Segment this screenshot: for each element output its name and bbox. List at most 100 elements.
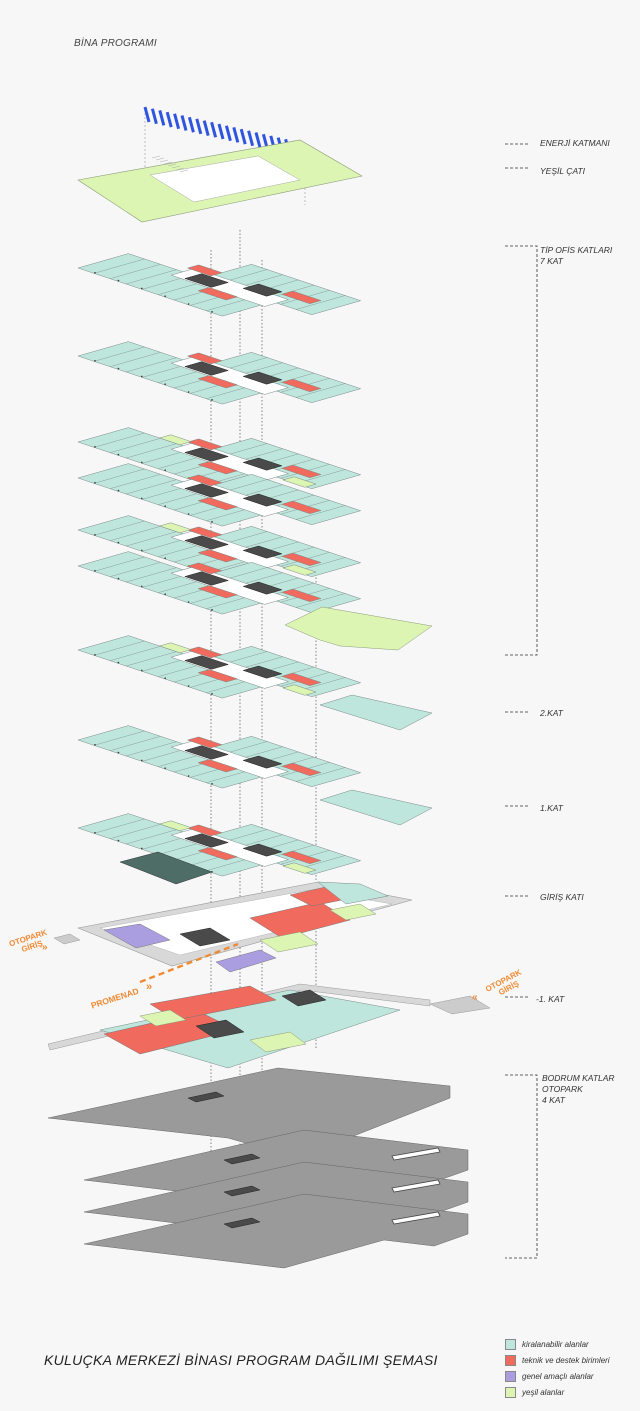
roof-stair-line <box>179 169 189 173</box>
solar-panel-strip <box>210 121 218 138</box>
column-dot <box>141 669 143 672</box>
technical-unit <box>197 549 239 563</box>
green-roof <box>77 139 363 223</box>
level-label-office-line1: TİP OFİS KATLARI <box>540 245 613 255</box>
level-label-ground: GİRİŞ KATI <box>540 892 584 902</box>
column-dot <box>94 832 96 834</box>
promenade-path <box>139 942 239 984</box>
column-dot <box>141 287 143 290</box>
technical-unit <box>280 290 322 304</box>
service-core <box>184 447 230 462</box>
office-grid-line <box>110 824 161 839</box>
column-dot <box>117 367 120 370</box>
office-grid-line <box>296 295 346 310</box>
technical-unit <box>197 669 239 683</box>
roof-stair-line <box>171 165 181 169</box>
column-dot <box>187 685 190 687</box>
service-core <box>242 665 283 679</box>
level-brackets <box>505 143 538 1259</box>
solar-panel-strip <box>143 106 151 123</box>
column-dot <box>117 453 120 456</box>
green-pocket <box>259 931 319 953</box>
technical-unit <box>197 759 239 773</box>
roof-stair-line <box>155 157 165 161</box>
level-label-basement: BODRUM KATLAR OTOPARK 4 KAT <box>542 1073 615 1106</box>
column-dot <box>117 839 120 842</box>
office-grid-line <box>110 352 161 367</box>
service-core <box>242 755 283 769</box>
legend-label: teknik ve destek birimleri <box>522 1355 610 1365</box>
service-core <box>187 1091 225 1103</box>
office-grid-line <box>93 556 145 572</box>
technical-unit <box>186 824 223 837</box>
service-core <box>184 361 230 376</box>
office-bracket <box>505 245 538 656</box>
technical-unit <box>197 461 239 475</box>
column-dot <box>94 534 96 536</box>
column-dot <box>94 744 96 746</box>
office-grid-line <box>296 383 346 398</box>
service-core <box>242 545 283 559</box>
parking-ramp <box>53 933 81 945</box>
column-dot <box>117 751 120 754</box>
legend-item-green: yeşil alanlar <box>505 1384 610 1400</box>
column-dot <box>164 383 166 386</box>
roof-opening <box>149 155 301 203</box>
column-dot <box>164 767 166 769</box>
office-grid-line <box>126 741 177 757</box>
office-grid-line <box>296 767 346 782</box>
legend-label: yeşil alanlar <box>522 1387 565 1397</box>
solar-panel-strip <box>173 113 181 130</box>
technical-unit <box>197 287 239 301</box>
service-core <box>223 1153 261 1165</box>
green-pocket <box>158 522 192 534</box>
office-floor-plate <box>77 427 362 491</box>
service-core <box>184 833 230 848</box>
column-dot <box>187 775 190 777</box>
office-floor-plate <box>77 813 362 877</box>
service-core <box>223 1185 261 1197</box>
solar-panel-strip <box>224 125 232 142</box>
service-core <box>242 371 283 385</box>
technical-unit <box>197 585 239 599</box>
general-purpose-area <box>215 949 277 973</box>
column-dot <box>164 557 166 559</box>
green-pocket <box>158 434 192 446</box>
column-dot <box>141 847 143 850</box>
service-core <box>184 483 230 498</box>
roof-stair-line <box>151 155 161 159</box>
basement-floor-plate <box>83 1193 469 1269</box>
office-grid-line <box>126 443 177 459</box>
level-label-minus1: -1. KAT <box>536 994 565 1004</box>
office-grid-line <box>93 640 145 656</box>
solar-panel-strip <box>232 127 240 143</box>
column-dot <box>211 609 213 611</box>
service-core <box>195 1019 245 1039</box>
ramp-opening <box>391 1147 441 1161</box>
technical-unit <box>280 672 322 686</box>
office-grid-line <box>296 505 346 520</box>
parking-right-chevron: « <box>472 992 478 1003</box>
green-pocket <box>158 642 192 654</box>
column-dot <box>211 311 213 313</box>
technical-unit <box>197 847 239 861</box>
solar-panel-strip <box>158 110 166 126</box>
level-label-basement-line3: 4 KAT <box>542 1095 565 1105</box>
green-pocket <box>282 476 317 488</box>
column-dot <box>164 295 166 298</box>
green-pocket <box>282 862 317 874</box>
solar-panel-strip <box>217 123 225 140</box>
office-grid-line <box>93 258 145 274</box>
solar-panel-strip <box>195 118 203 135</box>
entrance-arrows: » » « <box>42 942 478 1003</box>
legend-label: genel amaçlı alanlar <box>522 1371 594 1381</box>
service-core <box>242 581 283 595</box>
rentable-side-wing <box>319 694 433 731</box>
legend-swatch <box>505 1370 516 1382</box>
technical-unit <box>197 497 239 511</box>
column-dot <box>211 783 213 785</box>
technical-unit <box>280 464 322 478</box>
level-label-floor2: 2.KAT <box>540 708 563 718</box>
column-dot <box>187 303 190 305</box>
column-dot <box>117 489 120 492</box>
